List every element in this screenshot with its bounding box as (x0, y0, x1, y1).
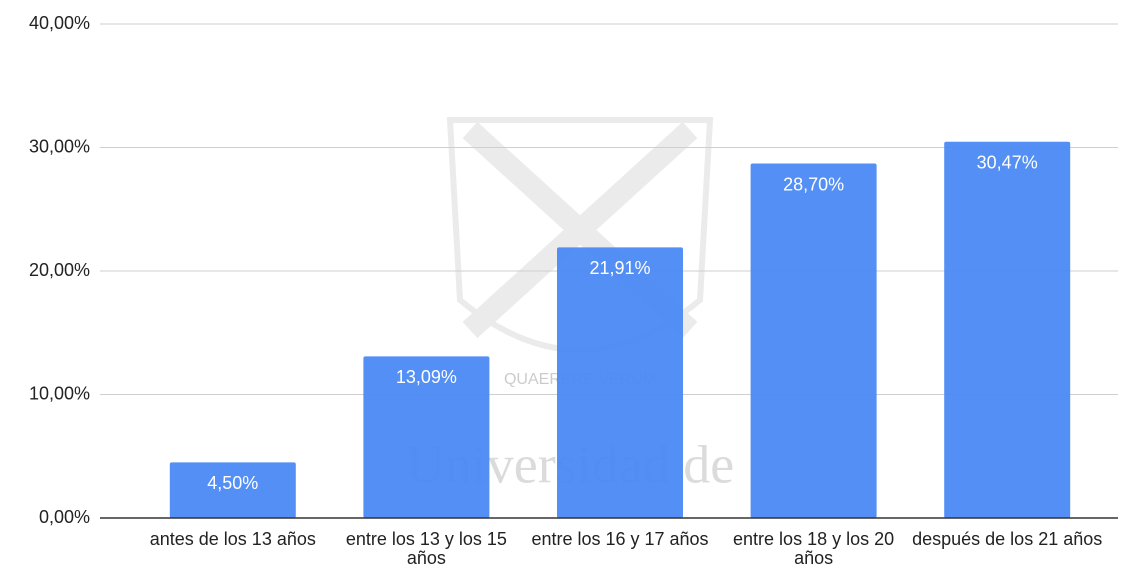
y-tick-label: 30,00% (29, 136, 90, 156)
data-label: 13,09% (396, 367, 457, 387)
bar (169, 462, 296, 518)
x-tick-label: entre los 16 y 17 años (531, 529, 709, 549)
y-tick-label: 0,00% (39, 507, 90, 527)
bar (363, 356, 490, 518)
x-tick-label: después de los 21 años (912, 529, 1103, 549)
x-tick-label: entre los 18 y los 20 años (733, 529, 895, 568)
y-tick-label: 40,00% (29, 13, 90, 33)
x-tick-label: antes de los 13 años (149, 529, 316, 549)
data-label: 21,91% (589, 258, 650, 278)
y-tick-label: 20,00% (29, 260, 90, 280)
data-label: 28,70% (783, 174, 844, 194)
y-tick-label: 10,00% (29, 383, 90, 403)
x-tick-label: entre los 13 y los 15 años (345, 529, 507, 568)
data-label: 4,50% (207, 473, 258, 493)
data-label: 30,47% (977, 152, 1038, 172)
bar (557, 247, 683, 518)
bar (750, 163, 877, 518)
bar (944, 141, 1071, 518)
